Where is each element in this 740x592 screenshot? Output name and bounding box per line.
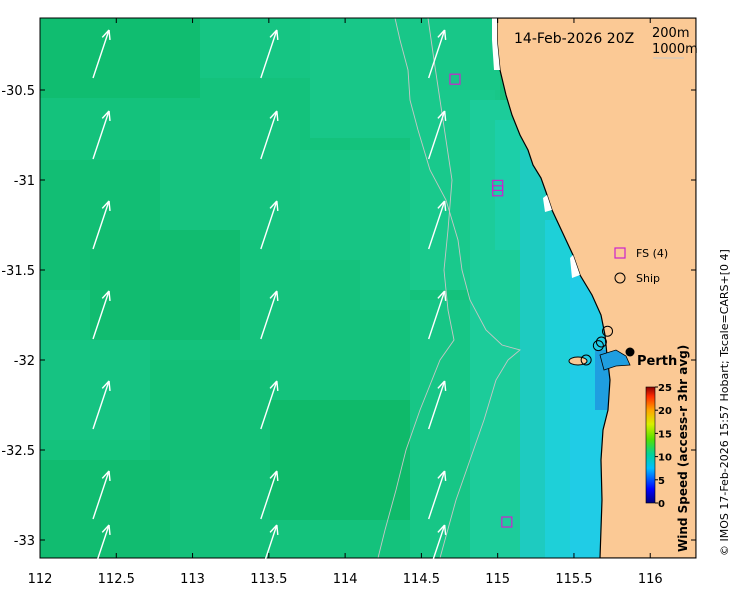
- coastal-gap: [570, 255, 580, 278]
- colorbar-tick-label: 25: [658, 383, 672, 394]
- colorbar-label: Wind Speed (access-r 3hr avg): [676, 345, 690, 552]
- wind-arrow: [260, 200, 279, 250]
- ship-legend-icon: [614, 272, 626, 284]
- wind-arrow: [92, 380, 111, 430]
- y-axis: -30.5 -31 -31.5 -32 -32.5 -33: [1, 84, 696, 549]
- perth-marker: [625, 347, 635, 357]
- wind-arrow: [92, 470, 111, 520]
- x-tick-label: 114.5: [403, 572, 440, 587]
- wind-arrow: [427, 380, 447, 430]
- wind-arrow: [260, 470, 279, 520]
- isobath-label-200m: 200m: [652, 26, 689, 41]
- coastal-gap: [543, 195, 552, 212]
- wind-field-cells: [40, 18, 620, 558]
- y-tick-label: -33: [14, 534, 35, 549]
- x-tick-label: 113.5: [250, 572, 287, 587]
- fs-marker: [501, 516, 513, 528]
- wind-arrow: [260, 290, 279, 340]
- colorbar-tick-label: 15: [658, 429, 672, 440]
- colorbar-tick-label: 5: [658, 476, 665, 487]
- ship-marker: [592, 340, 604, 352]
- fs-legend-label: FS (4): [636, 247, 668, 260]
- ship-marker: [580, 354, 592, 366]
- colorbar-tick-label: 0: [658, 499, 665, 510]
- wind-arrow: [92, 290, 111, 340]
- wind-arrow: [92, 524, 111, 574]
- wind-arrow: [427, 200, 447, 250]
- swan-estuary: [599, 349, 631, 371]
- rottnest-island: [568, 356, 588, 366]
- x-tick-label: 116: [638, 572, 663, 587]
- wind-arrow: [260, 29, 279, 79]
- coastal-gap: [492, 18, 500, 70]
- wind-arrow: [260, 524, 279, 574]
- x-axis: 112 112.5 113 113.5 114 114.5 115 115.5 116: [28, 18, 663, 587]
- observation-markers: [449, 73, 614, 528]
- fs-legend-icon: [614, 247, 626, 259]
- wind-arrow: [427, 470, 447, 520]
- city-label: Perth: [637, 354, 677, 369]
- wind-arrow: [427, 110, 447, 160]
- wind-arrow: [427, 29, 447, 79]
- ship-legend-label: Ship: [636, 272, 660, 285]
- y-tick-label: -32.5: [1, 444, 35, 459]
- wind-arrow: [92, 110, 111, 160]
- fs-marker: [449, 73, 461, 85]
- wind-field: [40, 18, 696, 558]
- x-tick-label: 112: [28, 572, 53, 587]
- wind-arrow: [260, 380, 279, 430]
- map-title: 14-Feb-2026 20Z: [514, 31, 634, 47]
- colorbar-ticks: 25 20 15 10 5 0: [655, 383, 672, 510]
- colorbar: [645, 386, 656, 504]
- fs-marker: [492, 185, 504, 197]
- x-tick-label: 112.5: [98, 572, 135, 587]
- x-tick-label: 114: [333, 572, 358, 587]
- isobath-label-1000m: 1000m: [652, 42, 698, 57]
- wind-arrows: [92, 29, 447, 574]
- wind-arrow: [92, 200, 111, 250]
- plot-frame: [39, 17, 697, 559]
- y-tick-label: -31: [14, 174, 35, 189]
- x-tick-label: 113: [180, 572, 205, 587]
- x-tick-label: 115.5: [555, 572, 592, 587]
- wind-arrow: [260, 110, 279, 160]
- ship-marker: [595, 336, 607, 348]
- colorbar-tick-label: 20: [658, 406, 672, 417]
- x-tick-label: 115: [485, 572, 510, 587]
- wind-arrow: [427, 524, 447, 574]
- credit-text: © IMOS 17-Feb-2026 15:57 Hobart; Tscale=…: [718, 249, 731, 556]
- wind-arrow: [92, 29, 111, 79]
- ship-marker: [602, 325, 614, 337]
- y-tick-label: -30.5: [1, 84, 35, 99]
- y-tick-label: -32: [14, 354, 35, 369]
- isobath-200m: [394, 18, 521, 558]
- wind-arrow: [427, 290, 447, 340]
- y-tick-label: -31.5: [1, 264, 35, 279]
- colorbar-tick-label: 10: [658, 453, 672, 464]
